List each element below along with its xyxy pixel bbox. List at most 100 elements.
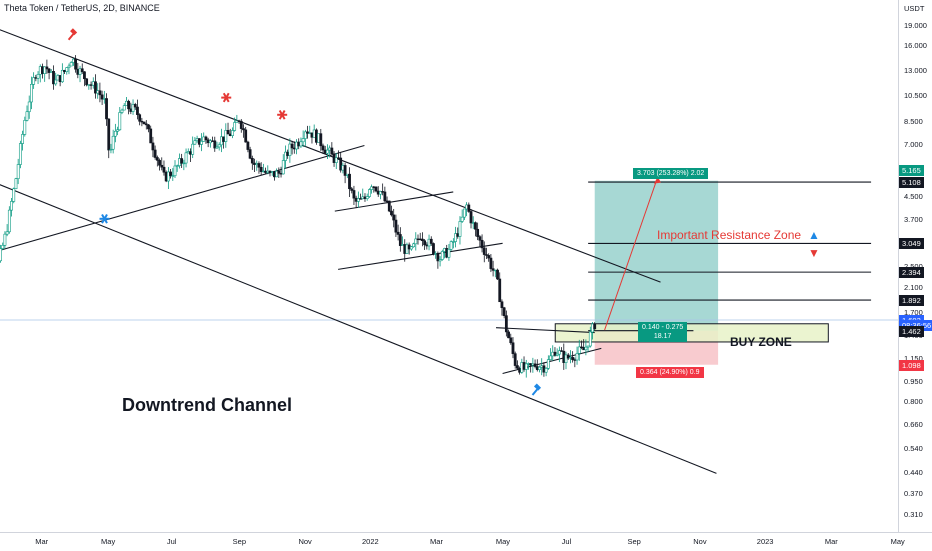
candle-body xyxy=(87,84,91,86)
candle-body xyxy=(533,363,537,367)
entry-label: 0.140 - 0.275 18.17 xyxy=(638,322,688,342)
candle-body xyxy=(91,81,95,86)
candle-body xyxy=(538,366,541,370)
candle-body xyxy=(301,138,305,143)
candle-body xyxy=(63,69,66,73)
target-zone xyxy=(594,180,719,331)
position-zones xyxy=(0,180,898,365)
candle-body xyxy=(317,133,320,143)
candle-body xyxy=(38,66,42,75)
price-tick-label: 1.150 xyxy=(904,354,923,364)
candle-body xyxy=(564,354,568,363)
time-tick-label: Sep xyxy=(232,537,246,546)
candle-body xyxy=(138,114,142,122)
candle-body xyxy=(49,71,53,73)
candle-body xyxy=(292,147,296,150)
trend-line xyxy=(338,242,503,270)
candle-body xyxy=(142,121,146,125)
asterisk-stroke xyxy=(101,213,108,224)
candle-body xyxy=(208,140,212,144)
candle-body xyxy=(151,142,155,151)
candle-body xyxy=(224,130,228,142)
candle-body xyxy=(111,135,115,150)
candle-body xyxy=(586,345,590,348)
candle-body xyxy=(529,363,533,366)
candle-body xyxy=(67,65,71,68)
candle-body xyxy=(30,84,33,103)
candle-body xyxy=(268,170,272,173)
candle-body xyxy=(166,171,170,182)
candle-body xyxy=(416,238,420,241)
candle-body xyxy=(80,68,84,73)
candle-body xyxy=(306,131,309,134)
candle-body xyxy=(591,323,594,333)
time-tick-label: May xyxy=(890,537,905,546)
candle-body xyxy=(478,236,482,241)
candle-body xyxy=(458,221,462,237)
candle-body xyxy=(571,357,575,360)
price-tick-label: 7.000 xyxy=(904,139,923,149)
time-tick-label: May xyxy=(101,537,116,546)
candle-body xyxy=(584,346,588,351)
candle-body xyxy=(434,253,438,255)
candle-body xyxy=(277,170,281,174)
candle-body xyxy=(178,158,181,167)
candle-body xyxy=(78,68,82,75)
candle-body xyxy=(195,138,199,142)
buy-zone-label: BUY ZONE xyxy=(730,335,792,349)
candle-body xyxy=(502,307,506,316)
candle-body xyxy=(215,146,219,149)
asterisk-stroke xyxy=(278,109,286,120)
candle-body xyxy=(496,269,499,280)
candle-body xyxy=(202,136,206,142)
arrow-up-icon: ▲ xyxy=(808,228,820,242)
candle-body xyxy=(527,363,530,365)
candle-body xyxy=(443,248,446,252)
candle-body xyxy=(493,269,497,272)
candle-body xyxy=(540,365,544,368)
candle-body xyxy=(352,190,356,199)
price-tag: 5.165 xyxy=(899,164,924,176)
candle-body xyxy=(14,178,18,189)
candle-body xyxy=(109,148,113,151)
candle-body xyxy=(356,198,360,202)
candle-body xyxy=(206,139,210,144)
candle-body xyxy=(193,140,197,145)
candle-body xyxy=(354,197,358,202)
target-label: 3.703 (253.28%) 2.02 xyxy=(633,168,709,179)
candle-body xyxy=(83,71,86,80)
candle-body xyxy=(45,66,49,70)
candle-body xyxy=(248,149,252,159)
price-tag: 1.098 xyxy=(899,359,924,371)
candle-body xyxy=(374,186,378,192)
candle-body xyxy=(381,191,385,193)
candle-body xyxy=(365,196,369,199)
candle-body xyxy=(162,166,166,173)
candle-body xyxy=(5,231,9,235)
candle-body xyxy=(524,363,528,370)
asterisk-stroke xyxy=(222,92,230,103)
candle-body xyxy=(531,363,535,366)
price-axis[interactable] xyxy=(898,0,932,532)
candle-body xyxy=(100,94,104,100)
trend-line xyxy=(0,144,365,251)
candle-body xyxy=(259,166,263,172)
time-tick-label: Nov xyxy=(693,537,707,546)
trend-line xyxy=(0,184,717,474)
candle-body xyxy=(171,175,175,177)
candle-body xyxy=(140,120,144,123)
candle-body xyxy=(182,162,186,165)
trend-line xyxy=(0,29,661,283)
candle-body xyxy=(449,241,453,250)
candle-body xyxy=(409,246,413,250)
candle-body xyxy=(518,368,522,373)
candle-body xyxy=(164,171,168,182)
candle-body xyxy=(566,354,570,359)
candle-body xyxy=(295,141,298,150)
candle-body xyxy=(557,350,561,355)
candle-body xyxy=(345,173,349,176)
candle-body xyxy=(341,165,345,171)
candle-body xyxy=(361,196,365,199)
time-axis[interactable] xyxy=(0,532,932,551)
